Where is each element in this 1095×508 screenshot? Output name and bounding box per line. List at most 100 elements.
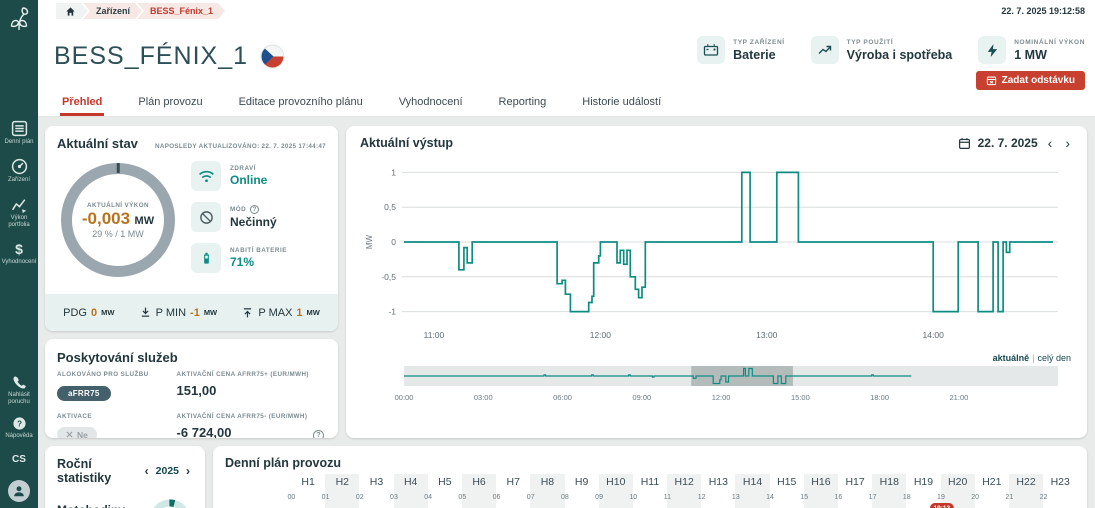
price-help-icon[interactable]: ?	[313, 430, 324, 438]
info-label: NOMINÁLNÍ VÝKON	[1014, 38, 1085, 46]
plan-hour-column: H11 10	[629, 474, 667, 508]
plan-hour-mark: 14	[766, 494, 774, 501]
status-battery-charge: NABITÍ BATERIE 71%	[191, 243, 287, 273]
plan-hour-mark: 17	[868, 494, 877, 501]
range-full-day[interactable]: celý den	[1037, 353, 1071, 363]
plan-hour-mark: 04	[424, 494, 433, 501]
plan-hour-mark: 05	[458, 494, 467, 501]
plan-hour-column: H18 17	[868, 474, 907, 508]
mode-help-icon[interactable]: ?	[250, 205, 260, 214]
year-pager: ‹ 2025 ›	[142, 465, 193, 477]
sidebar-item-label: Nápověda	[5, 433, 33, 440]
limit-pmax: P MAX 1 MW	[241, 306, 320, 319]
limit-pmin: P MIN -1 MW	[139, 306, 217, 319]
plan-hour-label: H20	[948, 476, 968, 488]
language-selector[interactable]: CS	[12, 454, 26, 465]
plan-hour-mark: 22	[1039, 494, 1048, 501]
power-limits-bar: PDG 0 MW P MIN -1 MW	[45, 294, 338, 331]
motor-hours-donut	[147, 497, 193, 508]
activation-state: AKTIVACE Ne	[57, 413, 177, 438]
plan-hour-mark: 18	[902, 494, 911, 501]
annual-stats-title: Roční statistiky	[57, 457, 112, 485]
tab-bar: Přehled Plán provozu Editace provozního pl…	[38, 90, 1095, 117]
prev-day-icon[interactable]: ‹	[1047, 135, 1053, 151]
gauge-value: -0,003	[81, 208, 131, 228]
breadcrumb-current[interactable]: BESS_Fénix_1	[137, 3, 225, 19]
sidebar-item-vykon-portfolia[interactable]: Výkon portfolia	[0, 196, 38, 231]
tab-historie-udalosti[interactable]: Historie událostí	[582, 95, 662, 108]
breadcrumb-home[interactable]	[56, 3, 88, 19]
plan-hour-column: H6 05	[458, 474, 497, 508]
device-info-cards: TYP ZAŘÍZENÍ Baterie TYP POUŽITÍ Výroba …	[697, 36, 1085, 64]
plan-hour-mark: 20	[971, 494, 980, 501]
tab-plan-provozu[interactable]: Plán provozu	[138, 95, 203, 108]
service-badge: aFRR75	[57, 386, 111, 401]
services-title: Poskytování služeb	[57, 350, 178, 365]
svg-text:09:00: 09:00	[632, 393, 651, 402]
plan-hour-mark: 09	[595, 494, 603, 501]
enter-outage-button[interactable]: Zadat odstávku	[975, 71, 1085, 90]
plan-hour-mark: 11	[663, 494, 672, 501]
plan-hour-mark: 06	[492, 494, 501, 501]
plan-hour-label: H2	[335, 476, 349, 488]
status-value: Nečinný	[230, 215, 277, 229]
breadcrumb-zarizeni[interactable]: Zařízení	[83, 3, 142, 19]
sidebar-item-label: Nahlásit poruchu	[8, 391, 30, 406]
info-card-nominal-power: NOMINÁLNÍ VÝKON 1 MW	[978, 36, 1085, 64]
plan-hour-column: H10 09	[595, 474, 633, 508]
tab-vyhodnoceni[interactable]: Vyhodnocení	[398, 95, 463, 108]
next-year-icon[interactable]: ›	[186, 464, 190, 478]
plan-hour-label: H16	[811, 476, 831, 488]
tab-editace-provozniho-planu[interactable]: Editace provozního plánu	[238, 95, 363, 108]
breadcrumb: Zařízení BESS_Fénix_1	[48, 3, 225, 19]
calendar-x-icon	[986, 75, 997, 86]
tab-reporting[interactable]: Reporting	[498, 95, 547, 108]
daily-plan-columns: H1 00 H2 01 H3 02 H4 03 H5 04 H6 05 H7 06 H8 07 H9 08 H10 0…	[287, 474, 1083, 508]
portfolio-chart-icon	[11, 196, 28, 213]
plan-hour-label: H10	[606, 476, 626, 488]
plan-hour-mark: 01	[321, 494, 330, 501]
tab-prehled[interactable]: Přehled	[60, 90, 105, 116]
plan-hour-mark: 12	[697, 494, 706, 501]
plan-hour-column: H3 02	[356, 474, 393, 508]
sidebar-item-denni-plan[interactable]: Denní plán	[0, 120, 38, 147]
sidebar: Denní plán Zařízení Výkon portfolia $ Vy…	[0, 0, 38, 508]
output-card: Aktuální výstup 22. 7. 2025 ‹ › 1 0,5 0 -0,…	[346, 126, 1087, 438]
info-value: 1 MW	[1014, 47, 1047, 62]
sidebar-item-napoveda[interactable]: ? Nápověda	[0, 416, 38, 441]
daily-plan-title: Denní plán provozu	[225, 456, 341, 470]
status-health: ZDRAVÍ Online	[191, 161, 287, 191]
header-right: TYP ZAŘÍZENÍ Baterie TYP POUŽITÍ Výroba …	[697, 28, 1085, 90]
svg-text:06:00: 06:00	[553, 393, 572, 402]
plan-hour-label: H5	[438, 476, 452, 488]
plan-hour-label: H6	[472, 476, 486, 488]
range-separator: |	[1032, 353, 1035, 363]
svg-text:18:00: 18:00	[870, 393, 889, 402]
plan-hour-label: H15	[777, 476, 797, 488]
selected-date[interactable]: 22. 7. 2025	[977, 136, 1038, 150]
plan-hour-label: H1	[301, 476, 315, 488]
plan-hour-column: H1 00	[287, 474, 325, 508]
user-avatar[interactable]	[8, 480, 30, 502]
prev-year-icon[interactable]: ‹	[144, 464, 149, 478]
sidebar-item-vyhodnoceni[interactable]: $ Vyhodnocení	[0, 241, 38, 267]
plan-hour-label: H13	[708, 476, 728, 488]
plan-hour-label: H12	[674, 476, 694, 488]
plan-hour-column: H4 03	[390, 474, 428, 508]
sidebar-item-zarizeni[interactable]: Zařízení	[0, 158, 38, 185]
calendar-icon[interactable]	[958, 137, 971, 150]
app-logo-icon[interactable]	[7, 6, 31, 32]
info-value: Baterie	[733, 47, 776, 62]
help-icon: ?	[12, 416, 27, 431]
next-day-icon[interactable]: ›	[1065, 135, 1070, 151]
plan-hour-label: H23	[1050, 476, 1070, 488]
gauge-icon	[11, 158, 28, 175]
plan-hour-column: H19 18	[902, 474, 940, 508]
plan-hour-label: H19	[913, 476, 934, 488]
sidebar-item-nahlasit-poruchu[interactable]: Nahlásit poruchu	[0, 375, 38, 408]
range-current[interactable]: aktuálně	[992, 353, 1030, 363]
plan-hour-column: H21 20	[971, 474, 1009, 508]
lightning-icon	[978, 36, 1007, 64]
last-updated: NAPOSLEDY AKTUALIZOVÁNO: 22. 7. 2025 17:…	[155, 143, 326, 150]
plan-hour-label: H22	[1016, 476, 1036, 488]
